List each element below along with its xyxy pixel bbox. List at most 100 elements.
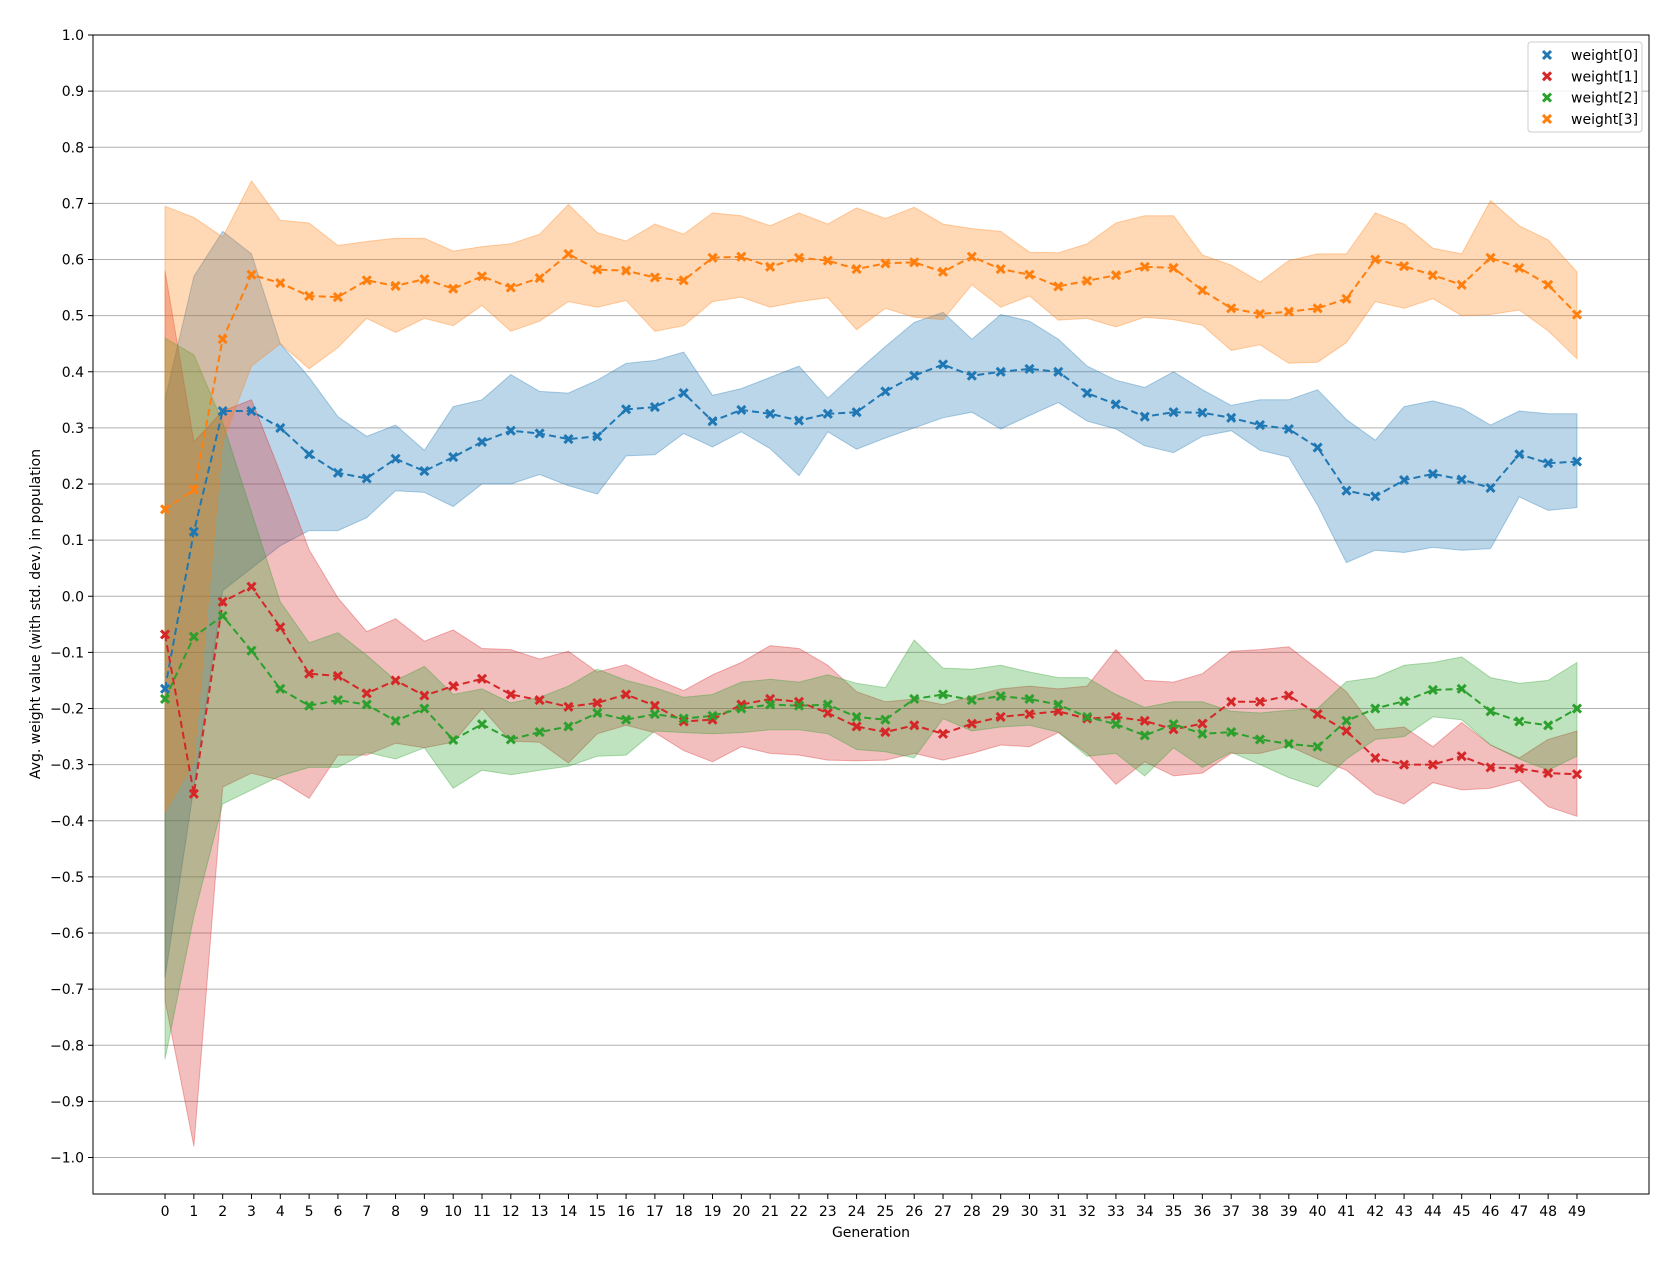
x-tick-label: 30 <box>1021 1204 1039 1220</box>
data-point-weight-1 <box>937 728 949 739</box>
data-point-weight-0 <box>1110 399 1121 410</box>
marker-stroke <box>1370 703 1381 714</box>
x-tick-label: 35 <box>1165 1204 1183 1220</box>
data-point-weight-0 <box>390 453 401 464</box>
data-point-weight-1 <box>448 680 459 692</box>
data-point-weight-2 <box>707 710 718 721</box>
data-point-weight-1 <box>1024 709 1035 720</box>
x-tick-label: 0 <box>161 1204 170 1220</box>
marker-stroke <box>995 366 1006 377</box>
x-tick-label: 39 <box>1280 1204 1298 1220</box>
marker-stroke <box>505 282 516 293</box>
data-point-weight-2 <box>1399 696 1410 707</box>
data-point-weight-0 <box>1139 411 1150 422</box>
marker-stroke <box>1226 696 1237 707</box>
data-point-weight-3 <box>361 275 372 286</box>
data-point-weight-0 <box>188 526 199 537</box>
marker-stroke <box>937 689 949 700</box>
x-tick-label: 13 <box>531 1204 549 1220</box>
marker-stroke <box>1139 715 1150 726</box>
data-point-weight-1 <box>1139 715 1150 726</box>
x-tick-label: 34 <box>1136 1204 1154 1220</box>
x-tick-label: 37 <box>1222 1204 1240 1220</box>
marker-stroke <box>159 693 171 705</box>
data-point-weight-2 <box>1571 703 1583 714</box>
data-point-weight-3 <box>188 484 199 495</box>
data-point-weight-3 <box>1485 252 1496 263</box>
marker-stroke <box>476 673 488 684</box>
y-tick-label: −0.3 <box>50 758 84 774</box>
marker-stroke <box>419 466 430 477</box>
data-point-weight-3 <box>304 290 315 302</box>
data-point-weight-0 <box>649 402 660 413</box>
marker-stroke <box>649 272 660 283</box>
marker-stroke <box>563 701 574 712</box>
x-tick-label: 43 <box>1395 1204 1413 1220</box>
data-point-weight-0 <box>707 416 718 427</box>
marker-stroke <box>621 404 632 415</box>
y-tick-label: −0.2 <box>50 702 84 718</box>
data-point-weight-2 <box>995 691 1006 702</box>
marker-stroke <box>159 504 171 515</box>
data-point-weight-2 <box>1370 703 1381 714</box>
marker-stroke <box>1082 275 1093 286</box>
marker-stroke <box>937 266 949 277</box>
data-point-weight-0 <box>1082 388 1093 399</box>
marker-stroke <box>880 714 891 725</box>
marker-stroke <box>1312 709 1323 720</box>
marker-stroke <box>332 467 343 478</box>
marker-stroke <box>966 718 977 729</box>
marker-stroke <box>909 370 920 381</box>
marker-stroke <box>1571 456 1583 467</box>
data-point-weight-2 <box>275 683 286 694</box>
marker-stroke <box>851 407 862 418</box>
data-point-weight-1 <box>851 721 862 732</box>
y-tick-label: −0.7 <box>50 982 84 998</box>
x-tick-label: 25 <box>876 1204 894 1220</box>
marker-stroke <box>1024 709 1035 720</box>
x-tick-label: 1 <box>189 1204 198 1220</box>
data-point-weight-1 <box>188 788 199 799</box>
data-point-weight-1 <box>563 701 574 712</box>
marker-stroke <box>1168 407 1179 418</box>
mean-line-weight-0 <box>164 363 1578 690</box>
data-point-weight-3 <box>448 283 459 294</box>
x-tick-label: 41 <box>1338 1204 1356 1220</box>
data-point-weight-2 <box>765 699 776 710</box>
marker-stroke <box>1485 482 1496 493</box>
marker-stroke <box>793 415 805 426</box>
x-tick-label: 38 <box>1251 1204 1269 1220</box>
data-point-weight-1 <box>419 690 430 701</box>
data-point-weight-1 <box>678 716 689 727</box>
marker-stroke <box>534 695 545 706</box>
y-tick-label: 0.3 <box>62 421 84 437</box>
data-point-weight-0 <box>419 466 430 477</box>
data-point-weight-1 <box>1341 725 1352 737</box>
data-point-weight-0 <box>793 415 805 426</box>
marker-stroke <box>1110 719 1121 730</box>
marker-stroke <box>1053 366 1064 377</box>
marker-stroke <box>246 405 257 417</box>
marker-stroke <box>476 436 488 447</box>
x-tick-label: 47 <box>1510 1204 1528 1220</box>
marker-stroke <box>361 473 372 484</box>
data-point-weight-2 <box>1341 715 1352 726</box>
data-point-weight-0 <box>736 404 747 415</box>
legend-entry-weight-0: weight[0] <box>1541 48 1638 64</box>
data-point-weight-2 <box>1226 727 1237 738</box>
marker-stroke <box>649 402 660 413</box>
data-point-weight-2 <box>1197 728 1208 739</box>
data-point-weight-3 <box>217 334 228 345</box>
data-point-weight-0 <box>332 467 343 478</box>
data-point-weight-3 <box>1053 281 1064 292</box>
marker-stroke <box>476 271 488 282</box>
grid <box>93 34 1649 1159</box>
x-tick-label: 48 <box>1539 1204 1557 1220</box>
y-tick-label: −0.6 <box>50 926 84 942</box>
data-point-weight-0 <box>534 428 545 439</box>
mean-line-weight-3 <box>164 252 1578 511</box>
x-tick-label: 4 <box>276 1204 285 1220</box>
x-tick-label: 33 <box>1107 1204 1125 1220</box>
data-point-weight-1 <box>1485 762 1496 773</box>
marker-stroke <box>736 404 747 415</box>
